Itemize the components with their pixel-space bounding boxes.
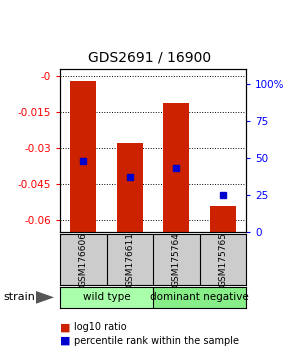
Text: ■: ■ [60,322,70,332]
Text: ■: ■ [60,336,70,346]
Text: dominant negative: dominant negative [150,292,249,302]
Text: GSM175765: GSM175765 [218,232,227,287]
Bar [210,206,236,232]
Text: GSM176611: GSM176611 [125,232,134,287]
Text: wild type: wild type [83,292,130,302]
Bar [117,143,142,232]
Bar [60,287,153,308]
Polygon shape [36,291,54,304]
Text: GSM176606: GSM176606 [79,232,88,287]
Text: percentile rank within the sample: percentile rank within the sample [74,336,238,346]
Bar [70,81,96,232]
Text: log10 ratio: log10 ratio [74,322,126,332]
Bar [164,103,189,232]
Text: GSM175764: GSM175764 [172,232,181,287]
Text: GDS2691 / 16900: GDS2691 / 16900 [88,51,212,65]
Text: strain: strain [3,292,35,302]
Bar [153,287,246,308]
